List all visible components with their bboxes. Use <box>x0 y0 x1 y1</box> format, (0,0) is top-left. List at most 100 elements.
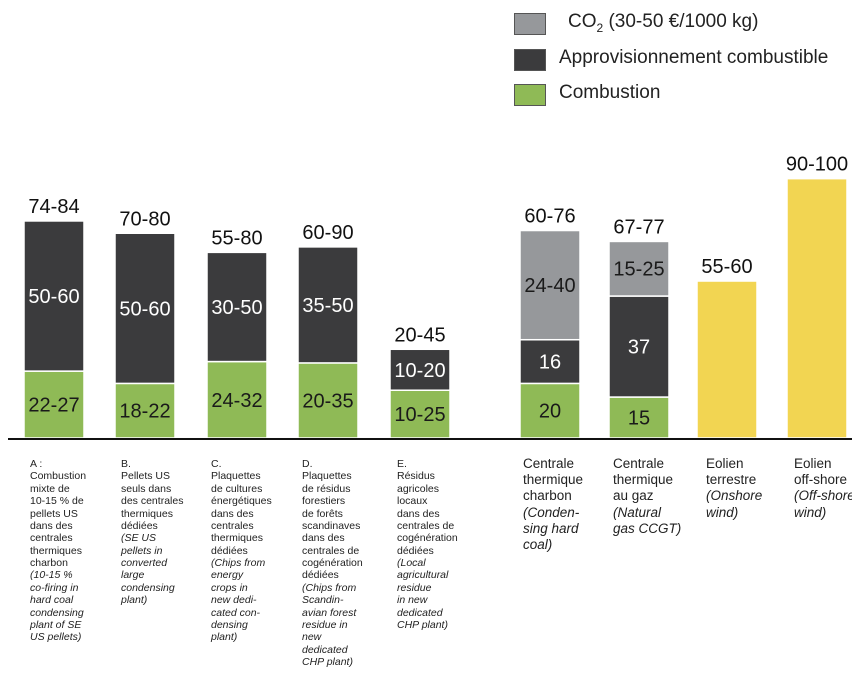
segment-value-label: 18-22 <box>119 401 170 423</box>
bar-total-label: 74-84 <box>28 196 79 218</box>
segment-value-label: 10-25 <box>394 404 445 426</box>
category-label-line: new <box>302 631 322 644</box>
category-label-line: pellets US <box>30 507 78 520</box>
segment-value-label: 20 <box>539 401 561 423</box>
category-label-line: thermiques <box>211 532 263 545</box>
bar-segment-combustion <box>297 362 359 439</box>
category-label-line: (SE US <box>121 532 157 545</box>
category-label-line: dedicated <box>397 606 443 619</box>
category-label-line: centrales <box>211 519 254 532</box>
category-label: Centrale thermique charbon (Conden-sing har… <box>523 456 583 553</box>
category-label-line: charbon <box>30 557 68 569</box>
category-label-line: (Off-shore <box>794 488 852 504</box>
category-label-line: des centrales <box>121 495 184 508</box>
category-label-line: forestiers <box>302 495 346 508</box>
segment-value-label: 10-20 <box>394 360 445 382</box>
bar-total-label: 70-80 <box>119 208 170 230</box>
category-label: A : Combustion mixte de 10-15 % de pellets U… <box>30 458 86 644</box>
category-label-line: gas CCGT) <box>613 520 682 536</box>
category-label-line: hard coal <box>30 594 74 607</box>
category-label-line: centrales <box>30 532 73 545</box>
category-label-line: in new <box>397 594 428 607</box>
category-label-line: Eolien <box>706 456 744 471</box>
legend-swatch-combustion <box>514 84 546 106</box>
category-label-line: new dedi- <box>211 594 257 607</box>
category-label-line: plant) <box>211 631 238 644</box>
category-label: Eolien off-shore (Off-shore wind) <box>794 456 852 521</box>
category-label-line: centrales de <box>302 544 360 557</box>
category-label-line: residue <box>397 581 432 594</box>
category-label-line: (Chips from <box>302 581 357 594</box>
category-label-line: (Natural <box>613 504 662 520</box>
category-label-line: dans des <box>302 532 345 545</box>
category-label-line: énergétiques <box>211 495 272 508</box>
bar-segment-supply <box>519 338 581 385</box>
category-label-line: agricoles <box>397 482 440 495</box>
category-label-line: (Local <box>397 557 426 569</box>
category-label-line: E. <box>397 458 407 470</box>
bar-segment-supply <box>608 295 670 398</box>
category-label-line: mixte de <box>30 482 70 495</box>
category-label-line: dédiées <box>302 569 339 582</box>
category-label-line: au gaz <box>613 488 654 504</box>
category-label-line: locaux <box>397 495 428 508</box>
category-label-line: scandinaves <box>302 519 361 532</box>
bar-segment-combustion <box>519 382 581 439</box>
category-label-line: dans des <box>30 519 73 532</box>
category-label-line: centrales de <box>397 519 455 532</box>
category-label-line: condensing <box>121 581 175 594</box>
category-label: Centrale thermique au gaz (Natural gas CCGT… <box>613 456 681 537</box>
bar-segment-co2 <box>519 229 581 341</box>
bar-total-label: 60-90 <box>302 222 353 244</box>
category-label-line: sing hard <box>523 520 579 536</box>
category-label-line: US pellets) <box>30 631 82 644</box>
segment-value-label: 24-32 <box>211 390 262 412</box>
category-label-line: cogénération <box>397 532 458 545</box>
category-label-line: thermiques <box>30 544 82 557</box>
bar-segment-co2 <box>608 240 670 297</box>
legend-label-supply: Approvisionnement combustible <box>559 47 829 68</box>
segment-value-label: 24-40 <box>524 275 575 297</box>
category-label-line: cated con- <box>211 606 261 619</box>
segment-value-label: 35-50 <box>302 295 353 317</box>
segment-value-label: 37 <box>628 337 650 359</box>
segment-value-label: 30-50 <box>211 297 262 319</box>
category-label-line: residue in <box>302 618 348 631</box>
segment-value-label: 15 <box>628 408 650 430</box>
category-label-line: wind) <box>706 504 739 520</box>
bar-total-label: 90-100 <box>786 154 848 176</box>
legend-swatch-supply <box>514 49 546 71</box>
category-label-line: (Onshore <box>706 488 763 504</box>
bar-segment-combustion <box>206 360 268 439</box>
bar-segment-wind <box>786 177 848 439</box>
category-label-line: de cultures <box>211 482 263 495</box>
category-label-line: de forêts <box>302 507 343 520</box>
bar-total-label: 20-45 <box>394 324 445 346</box>
bar-segment-wind <box>696 280 758 439</box>
category-label-line: dédiées <box>397 544 434 557</box>
category-label-line: de résidus <box>302 482 351 495</box>
category-label-line: converted <box>121 557 168 569</box>
category-label: D. Plaquettes de résidus forestiers de forêt… <box>302 458 363 668</box>
legend-swatch-co2 <box>514 13 546 35</box>
bar-segment-supply <box>389 348 451 391</box>
category-label-line: Scandin- <box>302 594 344 607</box>
category-label-line: wind) <box>794 504 827 520</box>
category-label-line: energy <box>211 569 244 582</box>
category-label-line: large <box>121 569 145 582</box>
category-label-line: Centrale <box>523 456 575 471</box>
category-label-line: CHP plant) <box>302 656 353 668</box>
category-label-line: Combustion <box>30 470 87 483</box>
bar-total-label: 55-60 <box>701 256 752 278</box>
category-label-line: thermique <box>523 472 584 488</box>
category-label-line: Pellets US <box>121 470 171 483</box>
category-label-line: charbon <box>523 488 572 504</box>
bar-total-label: 60-76 <box>524 206 575 228</box>
legend-label-co2: CO2 (30-50 €/1000 kg) <box>568 11 759 35</box>
bar-segment-supply <box>206 251 268 363</box>
category-label-line: crops in <box>211 581 248 594</box>
category-label-line: cogénération <box>302 557 363 569</box>
category-label: Eolien terrestre (Onshore wind) <box>706 456 762 521</box>
segment-value-label: 50-60 <box>119 298 170 320</box>
category-label-line: dedicated <box>302 643 348 656</box>
